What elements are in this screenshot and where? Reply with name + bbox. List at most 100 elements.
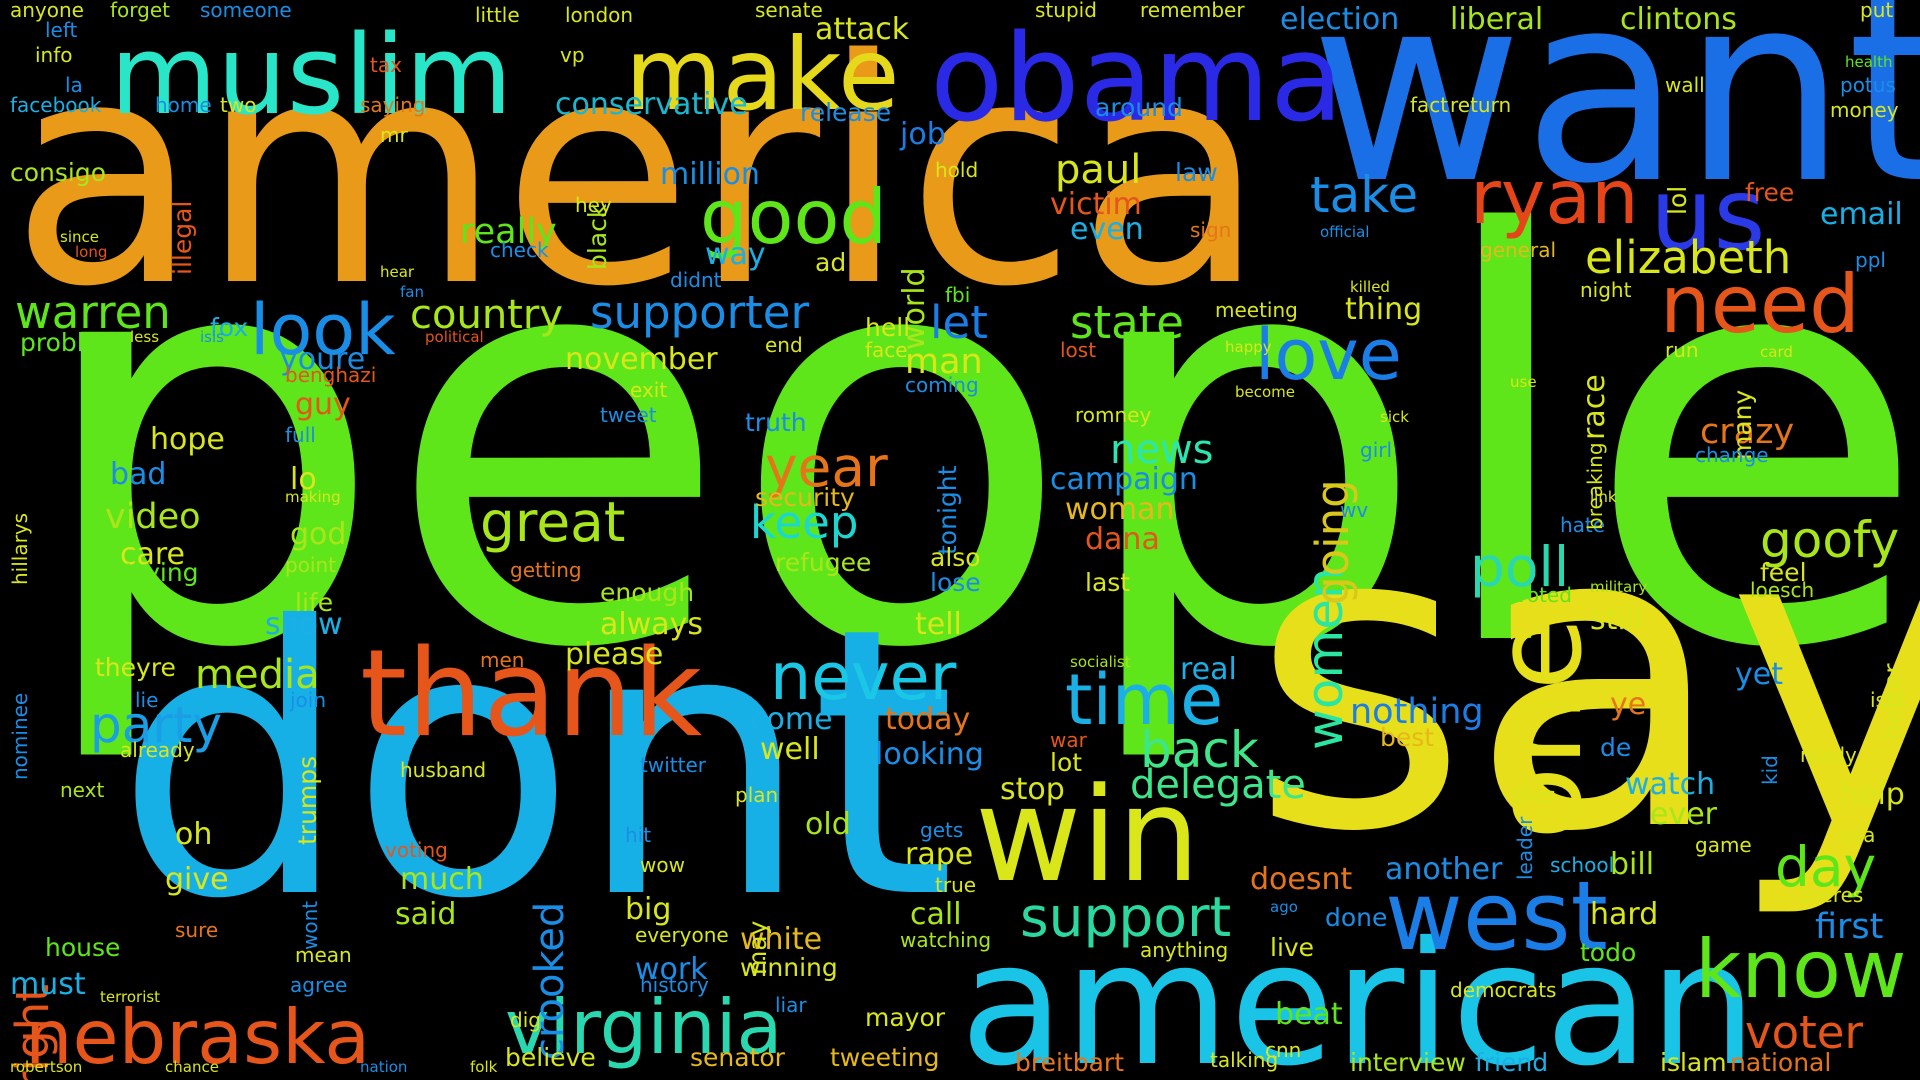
cloud-word: nebraska [25, 993, 371, 1080]
cloud-word: support [1020, 885, 1232, 949]
cloud-word: look [250, 289, 396, 371]
cloud-word: mean [295, 943, 352, 967]
cloud-word: chance [165, 1058, 219, 1076]
cloud-word: ago [1270, 898, 1298, 916]
cloud-word: yet [1735, 657, 1783, 692]
cloud-word: great [480, 490, 626, 554]
cloud-word: life [295, 588, 334, 617]
cloud-word: always [600, 607, 704, 642]
cloud-word: benghazi [285, 363, 377, 387]
cloud-word: really [460, 212, 557, 252]
cloud-word: clintons [1620, 2, 1737, 37]
cloud-word: folk [470, 1058, 498, 1076]
cloud-word: since [60, 228, 99, 246]
cloud-word: never [770, 640, 957, 715]
cloud-word: left [45, 18, 78, 42]
cloud-word: crooked [527, 901, 573, 1060]
cloud-word: history [640, 973, 709, 997]
cloud-word: remember [1140, 0, 1245, 22]
cloud-word: mr [380, 123, 408, 147]
cloud-word: voter [1745, 1006, 1863, 1059]
cloud-word: dana [1085, 522, 1160, 557]
cloud-word: senator [690, 1043, 785, 1072]
cloud-word: card [1760, 343, 1793, 361]
cloud-word: anything [1140, 938, 1229, 962]
cloud-word: trumps [293, 755, 322, 845]
cloud-word: use [1510, 373, 1537, 391]
cloud-word: still [1590, 602, 1643, 637]
cloud-word: well [760, 732, 820, 767]
cloud-word: hey [575, 193, 612, 217]
cloud-word: theyre [95, 653, 176, 682]
cloud-word: sick [1380, 408, 1409, 426]
cloud-word: better [1878, 663, 1907, 740]
cloud-word: gets [920, 818, 964, 842]
cloud-word: tell [915, 607, 962, 642]
cloud-word: american [960, 906, 1757, 1080]
cloud-word: big [625, 892, 672, 927]
cloud-word: doesnt [1250, 862, 1353, 897]
cloud-word: watching [900, 928, 992, 952]
cloud-word: oh [175, 817, 213, 852]
cloud-word: care [120, 537, 186, 572]
cloud-word: end [765, 333, 803, 357]
cloud-word: facebook [10, 93, 102, 117]
cloud-word: terrorist [100, 988, 161, 1006]
cloud-word: interview [1350, 1048, 1466, 1077]
cloud-word: islam [1660, 1048, 1727, 1077]
cloud-word: official [1320, 223, 1370, 241]
cloud-word: live [1270, 933, 1315, 962]
cloud-word: ppl [1855, 248, 1886, 272]
cloud-word: state [1070, 296, 1184, 349]
cloud-word: race [1577, 374, 1612, 440]
cloud-word: must [10, 967, 86, 1002]
cloud-word: full [285, 423, 316, 447]
cloud-word: warren [15, 286, 171, 339]
cloud-word: nothing [1350, 692, 1484, 732]
cloud-word: stupid [1035, 0, 1097, 22]
cloud-word: poll [1470, 535, 1570, 599]
cloud-word: back [1140, 721, 1259, 779]
cloud-word: victim [1050, 187, 1142, 222]
cloud-word: old [805, 807, 851, 842]
cloud-word: potus [1840, 73, 1896, 97]
cloud-word: night [1580, 278, 1632, 302]
cloud-word: lie [135, 688, 159, 712]
cloud-word: put [1860, 0, 1894, 22]
cloud-word: ryan [1470, 153, 1639, 241]
cloud-word: problem [20, 328, 124, 357]
cloud-word: day [1775, 835, 1877, 899]
cloud-word: getting [510, 558, 582, 582]
cloud-word: lost [1060, 338, 1097, 362]
cloud-word: run [1665, 338, 1699, 362]
cloud-word: wall [1665, 73, 1705, 97]
cloud-word: breaking [1583, 442, 1607, 530]
cloud-word: call [910, 897, 962, 932]
cloud-word: health [1845, 53, 1893, 71]
cloud-word: theres [1800, 883, 1864, 907]
cloud-word: happy [1225, 338, 1272, 356]
cloud-word: refugee [775, 548, 872, 577]
cloud-word: london [565, 3, 634, 27]
cloud-word: country [410, 292, 563, 338]
cloud-word: sure [175, 918, 219, 942]
cloud-word: shes [1510, 783, 1556, 807]
cloud-word: military [1590, 578, 1648, 596]
cloud-word: lot [1050, 748, 1083, 777]
cloud-word: lo [290, 462, 317, 497]
cloud-word: release [800, 98, 892, 127]
cloud-word: game [1695, 833, 1752, 857]
cloud-word: coming [905, 373, 979, 397]
cloud-word: man [905, 342, 983, 382]
cloud-word: info [35, 43, 73, 67]
cloud-word: hope [150, 422, 225, 457]
cloud-word: democrats [1450, 978, 1557, 1002]
cloud-word: point [285, 553, 337, 577]
cloud-word: fbi [945, 283, 971, 307]
cloud-word: la [65, 73, 83, 97]
cloud-word: time [1065, 659, 1224, 741]
cloud-word: socialist [1070, 653, 1131, 671]
cloud-word: face [865, 338, 908, 362]
cloud-word: make [625, 16, 900, 133]
